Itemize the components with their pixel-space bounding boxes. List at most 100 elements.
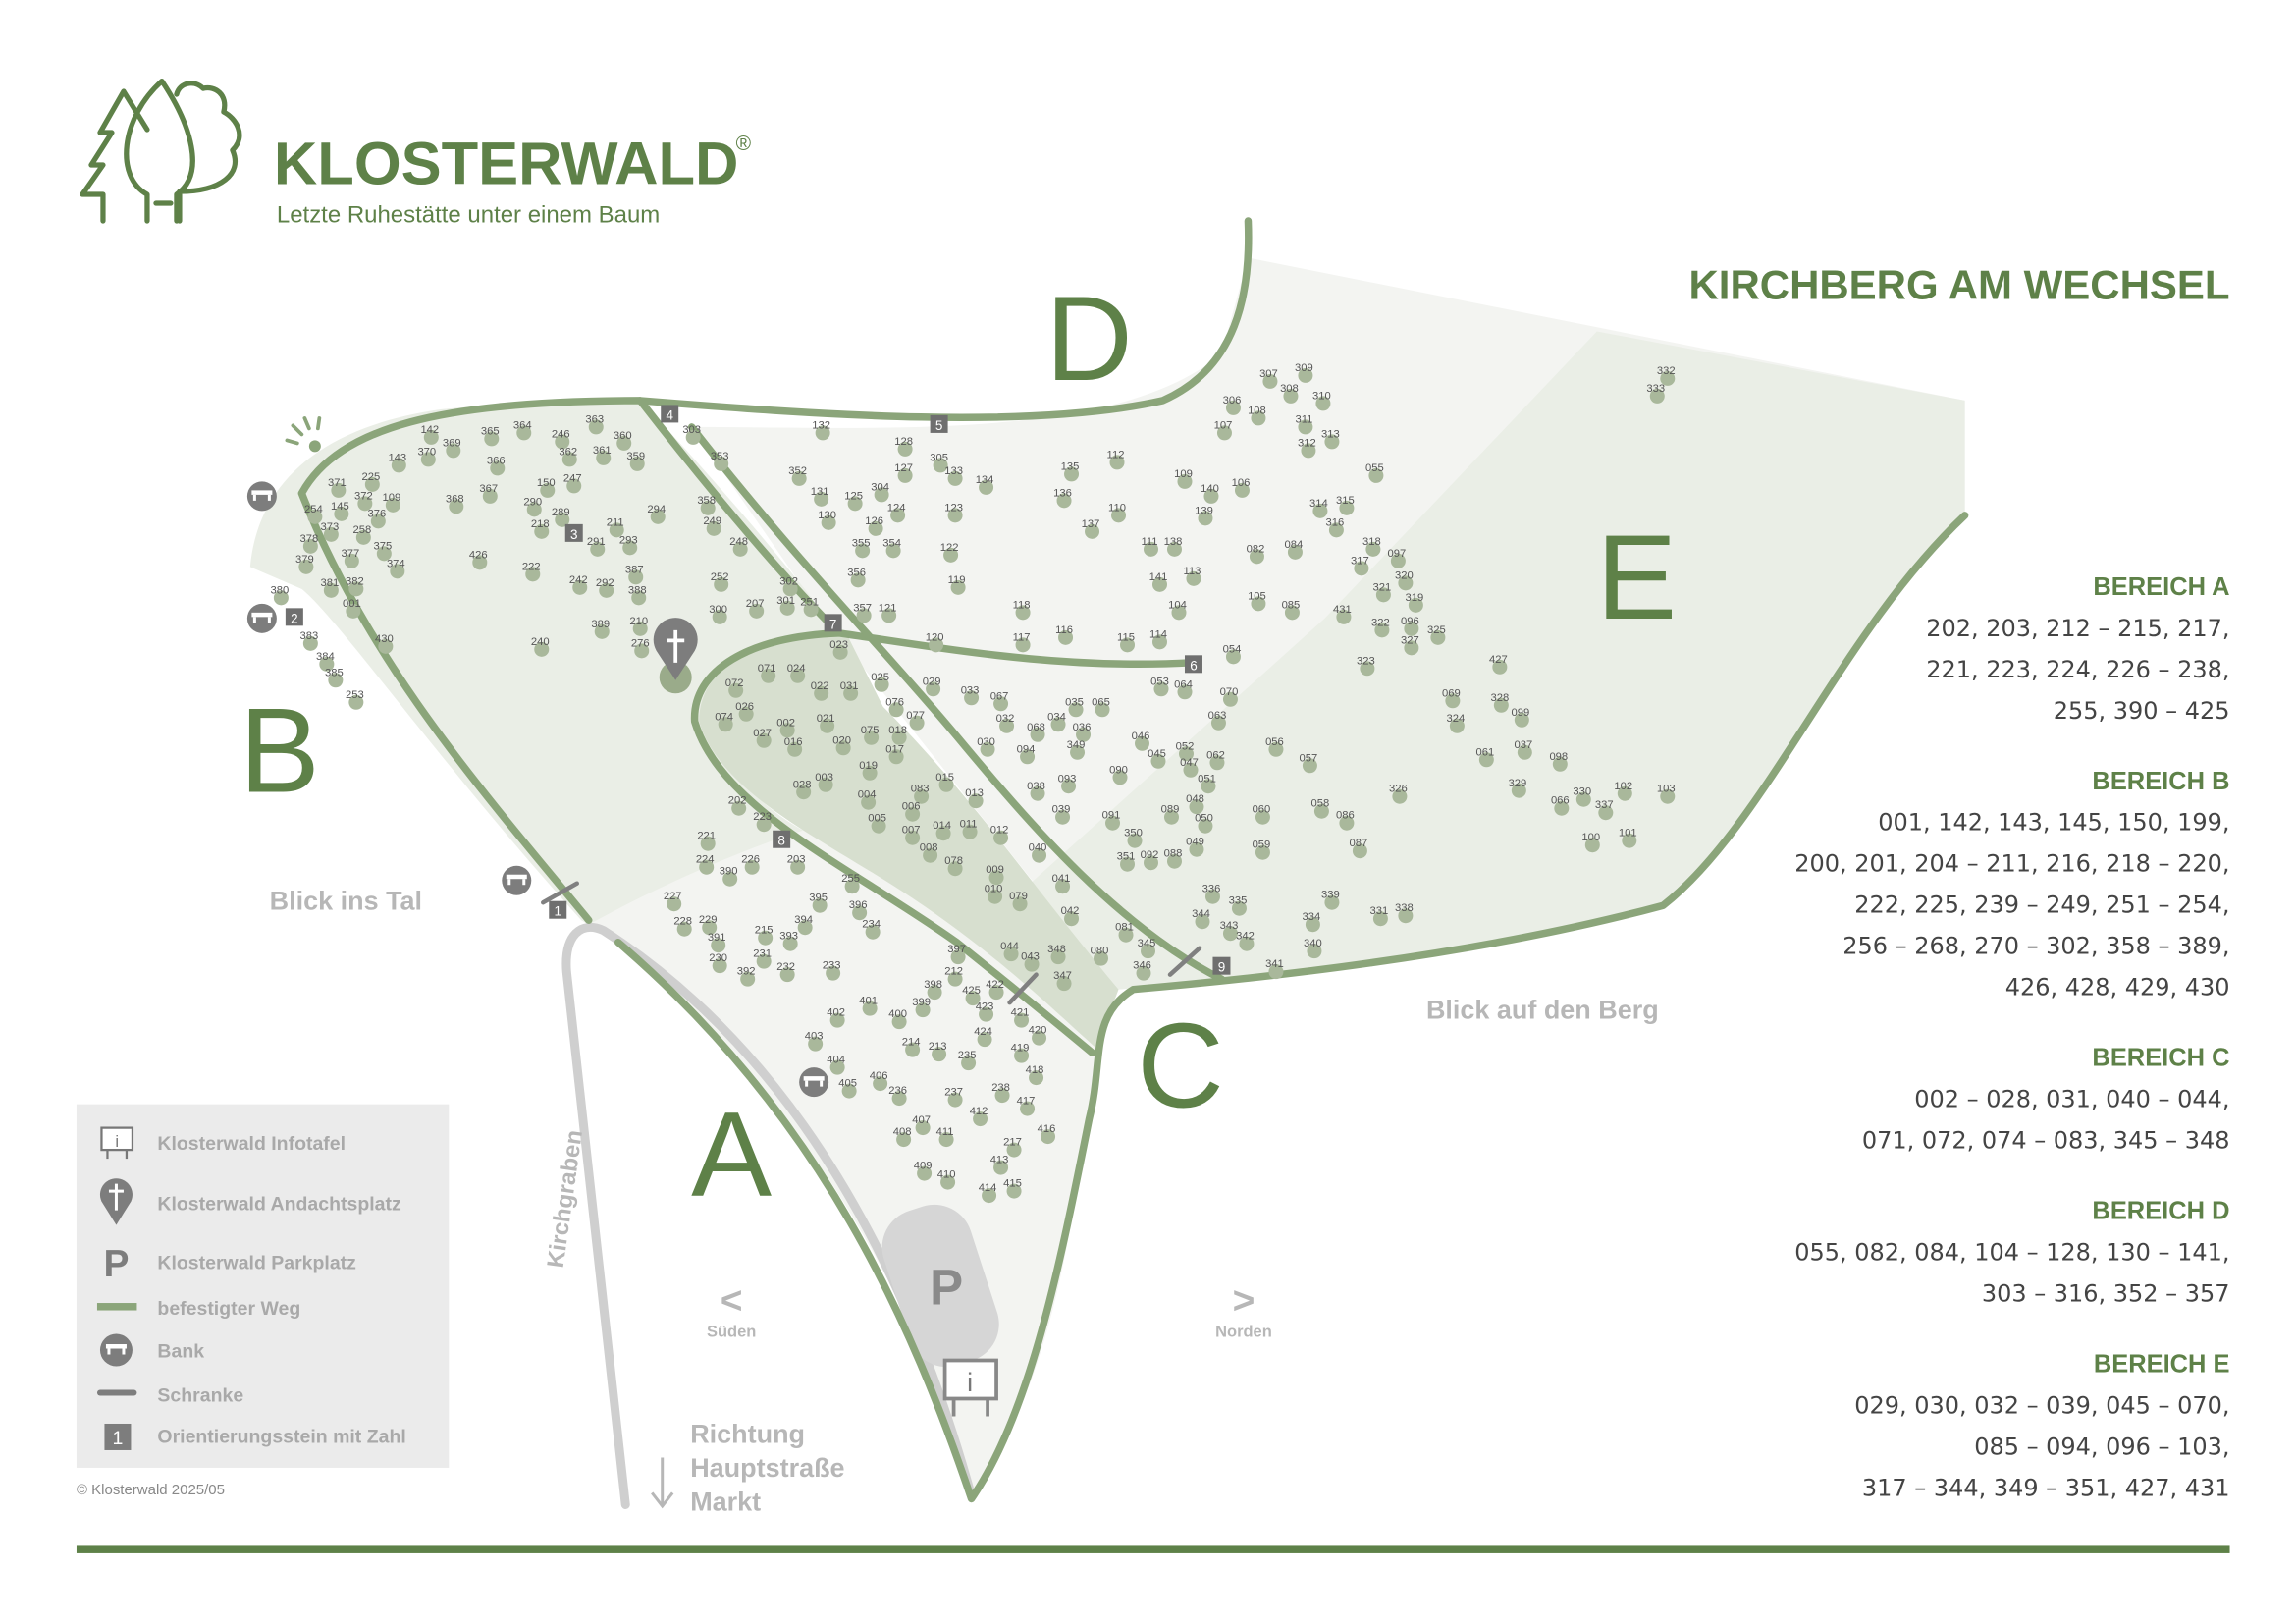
tree-marker[interactable]: 025 (871, 672, 889, 692)
tree-marker[interactable]: 066 (1551, 795, 1570, 816)
tree-marker[interactable]: 015 (935, 772, 954, 792)
tree-marker[interactable]: 085 (1282, 599, 1301, 621)
tree-marker[interactable]: 392 (737, 966, 756, 987)
tree-marker[interactable]: 332 (1657, 365, 1676, 386)
tree-marker[interactable]: 132 (812, 419, 830, 441)
tree-marker[interactable]: 403 (805, 1031, 824, 1052)
tree-marker[interactable]: 019 (859, 760, 878, 781)
tree-marker[interactable]: 305 (930, 452, 948, 473)
tree-marker[interactable]: 082 (1247, 543, 1265, 565)
tree-marker[interactable]: 079 (1009, 891, 1028, 912)
tree-marker[interactable]: 131 (811, 486, 829, 507)
tree-marker[interactable]: 368 (446, 493, 464, 514)
tree-marker[interactable]: 354 (882, 537, 901, 559)
tree-marker[interactable]: 339 (1321, 890, 1340, 910)
tree-marker[interactable]: 341 (1265, 958, 1284, 980)
tree-marker[interactable]: 007 (902, 825, 921, 845)
tree-marker[interactable]: 254 (304, 504, 323, 524)
tree-marker[interactable]: 021 (817, 713, 835, 733)
tree-marker[interactable]: 054 (1223, 643, 1242, 665)
tree-marker[interactable]: 010 (985, 884, 1003, 904)
tree-marker[interactable]: 419 (1011, 1043, 1030, 1063)
tree-marker[interactable]: 080 (1091, 946, 1109, 966)
tree-marker[interactable]: 140 (1201, 483, 1219, 504)
tree-marker[interactable]: 375 (373, 540, 392, 562)
tree-marker[interactable]: 225 (361, 471, 380, 492)
tree-marker[interactable]: 222 (522, 561, 541, 582)
tree-marker[interactable]: 109 (382, 492, 400, 513)
tree-marker[interactable]: 369 (443, 437, 461, 459)
tree-marker[interactable]: 410 (937, 1169, 956, 1190)
tree-marker[interactable]: 337 (1595, 799, 1614, 821)
tree-marker[interactable]: 276 (631, 637, 650, 659)
tree-marker[interactable]: 289 (552, 507, 570, 527)
info-board-icon[interactable]: i (942, 1358, 998, 1417)
tree-marker[interactable]: 023 (829, 639, 848, 660)
tree-marker[interactable]: 065 (1092, 696, 1110, 718)
tree-marker[interactable]: 355 (852, 537, 871, 559)
tree-marker[interactable]: 251 (800, 596, 819, 618)
tree-marker[interactable]: 242 (569, 574, 588, 595)
tree-marker[interactable]: 116 (1055, 624, 1074, 645)
tree-marker[interactable]: 111 (1141, 536, 1158, 557)
tree-marker[interactable]: 138 (1164, 536, 1183, 557)
tree-marker[interactable]: 067 (990, 690, 1009, 712)
tree-marker[interactable]: 075 (861, 725, 880, 745)
tree-marker[interactable]: 006 (902, 801, 921, 822)
tree-marker[interactable]: 117 (1013, 631, 1031, 653)
tree-marker[interactable]: 227 (664, 891, 682, 912)
tree-marker[interactable]: 110 (1108, 502, 1127, 523)
tree-marker[interactable]: 133 (944, 465, 963, 486)
tree-marker[interactable]: 326 (1389, 784, 1408, 804)
tree-marker[interactable]: 347 (1053, 970, 1072, 992)
tree-marker[interactable]: 399 (912, 997, 931, 1018)
tree-marker[interactable]: 366 (487, 455, 506, 476)
tree-marker[interactable]: 315 (1336, 495, 1355, 515)
tree-marker[interactable]: 062 (1206, 749, 1225, 771)
tree-marker[interactable]: 076 (885, 696, 904, 718)
tree-marker[interactable]: 097 (1388, 548, 1407, 568)
tree-marker[interactable]: 394 (794, 914, 813, 936)
tree-marker[interactable]: 421 (1011, 1007, 1030, 1028)
tree-marker[interactable]: 228 (673, 916, 692, 937)
tree-marker[interactable]: 370 (417, 446, 436, 467)
tree-marker[interactable]: 020 (832, 734, 851, 756)
tree-marker[interactable]: 213 (929, 1041, 947, 1062)
tree-marker[interactable]: 389 (591, 619, 610, 639)
tree-marker[interactable]: 395 (809, 893, 828, 913)
tree-marker[interactable]: 056 (1265, 736, 1284, 757)
tree-marker[interactable]: 231 (753, 948, 772, 969)
tree-marker[interactable]: 012 (990, 825, 1009, 845)
tree-marker[interactable]: 431 (1333, 604, 1352, 624)
tree-marker[interactable]: 059 (1253, 839, 1271, 860)
tree-marker[interactable]: 294 (647, 504, 666, 524)
tree-marker[interactable]: 136 (1053, 487, 1072, 509)
tree-marker[interactable]: 232 (776, 961, 795, 983)
tree-marker[interactable]: 089 (1161, 804, 1180, 825)
tree-marker[interactable]: 060 (1253, 804, 1271, 825)
tree-marker[interactable]: 093 (1058, 773, 1077, 794)
tree-marker[interactable]: 027 (753, 728, 772, 748)
tree-marker[interactable]: 292 (596, 577, 614, 598)
tree-marker[interactable]: 122 (940, 542, 959, 563)
tree-marker[interactable]: 014 (933, 820, 951, 841)
tree-marker[interactable]: 407 (912, 1114, 931, 1136)
tree-marker[interactable]: 430 (375, 633, 394, 654)
tree-marker[interactable]: 345 (1138, 938, 1156, 959)
tree-marker[interactable]: 390 (720, 866, 738, 887)
tree-marker[interactable]: 070 (1220, 686, 1239, 707)
tree-marker[interactable]: 051 (1198, 773, 1216, 794)
tree-marker[interactable]: 211 (607, 516, 624, 538)
tree-marker[interactable]: 321 (1373, 581, 1392, 603)
tree-marker[interactable]: 418 (1026, 1064, 1044, 1086)
tree-marker[interactable]: 322 (1371, 617, 1390, 638)
tree-marker[interactable]: 139 (1195, 505, 1213, 526)
tree-marker[interactable]: 128 (894, 436, 913, 457)
tree-marker[interactable]: 388 (628, 584, 647, 606)
tree-marker[interactable]: 408 (893, 1126, 912, 1148)
tree-marker[interactable]: 203 (787, 854, 806, 875)
tree-marker[interactable]: 343 (1220, 920, 1239, 942)
tree-marker[interactable]: 401 (859, 996, 878, 1016)
tree-marker[interactable]: 100 (1581, 832, 1600, 853)
tree-marker[interactable]: 005 (868, 813, 886, 834)
